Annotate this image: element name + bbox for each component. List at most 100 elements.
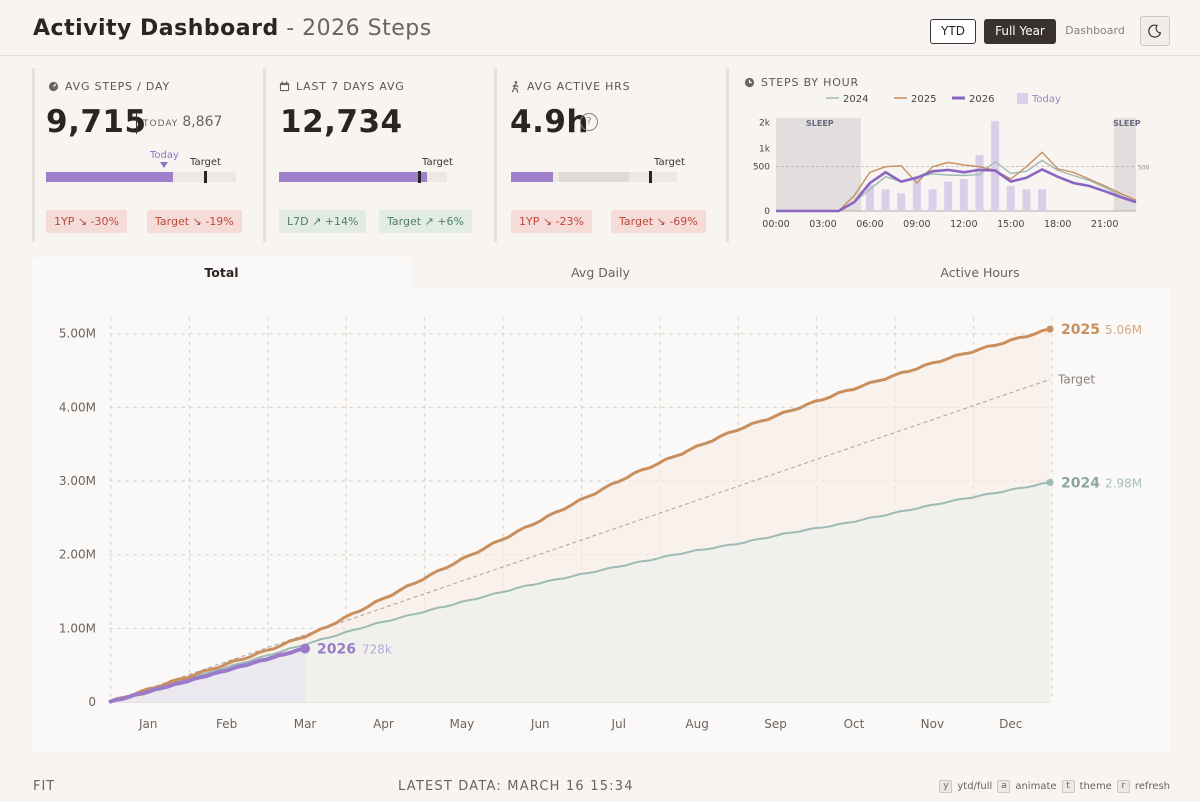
today-bar bbox=[865, 184, 874, 211]
y-tick-label: 0 bbox=[88, 695, 96, 709]
x-tick-label: Aug bbox=[685, 717, 708, 731]
kpi-value: 4.9h bbox=[510, 104, 589, 140]
keyboard-shortcuts: y ytd/full a animate t theme r refresh bbox=[939, 780, 1170, 793]
chart-tabs: Total Avg Daily Active Hours bbox=[32, 257, 1170, 289]
today-bar bbox=[1038, 189, 1047, 211]
progress-fill bbox=[279, 172, 427, 182]
today-label: TODAY bbox=[143, 119, 179, 129]
legend-label: Today bbox=[1031, 94, 1061, 105]
hourly-title: STEPS BY HOUR bbox=[744, 76, 859, 89]
badge-target: Target ↘ -69% bbox=[611, 210, 706, 233]
kpi-card-last7: LAST 7 DAYS AVG 12,734 Target L7D ↗ +14%… bbox=[263, 68, 489, 242]
shortcut-key[interactable]: a bbox=[997, 780, 1011, 793]
shortcut-key[interactable]: r bbox=[1116, 780, 1130, 793]
today-bar bbox=[959, 179, 968, 211]
sleep-band bbox=[1114, 118, 1136, 211]
endpoint-2024 bbox=[1046, 478, 1054, 486]
walking-icon bbox=[511, 80, 519, 93]
tab-active-hours[interactable]: Active Hours bbox=[940, 265, 1020, 280]
target-label: Target bbox=[1057, 372, 1095, 386]
kpi-label: AVG ACTIVE HRS bbox=[510, 80, 630, 93]
progress-fill bbox=[46, 172, 174, 182]
endpoint-2025 bbox=[1046, 325, 1054, 333]
target-marker bbox=[418, 171, 422, 183]
target-marker bbox=[648, 171, 652, 183]
tab-total[interactable]: Total bbox=[32, 257, 411, 289]
theme-toggle-button[interactable] bbox=[1140, 16, 1170, 46]
shortcut-label: refresh bbox=[1134, 781, 1170, 792]
legend-label: 2026 bbox=[969, 94, 994, 105]
x-tick-label: Feb bbox=[216, 717, 237, 731]
shortcut-key[interactable]: t bbox=[1061, 780, 1075, 793]
title-main: Activity Dashboard bbox=[33, 16, 279, 41]
shortcut-label: ytd/full bbox=[957, 781, 993, 792]
x-tick-label: Nov bbox=[921, 717, 944, 731]
title-sub: - 2026 Steps bbox=[278, 16, 432, 41]
header: Activity Dashboard - 2026 Steps YTD Full… bbox=[0, 0, 1200, 56]
x-tick-label: Jun bbox=[530, 717, 550, 731]
today-steps: TODAY 8,867 bbox=[143, 114, 222, 130]
x-tick-label: 09:00 bbox=[903, 219, 930, 230]
badge-target: Target ↘ -19% bbox=[147, 210, 242, 233]
hourly-chart: 2024 2025 2026 Today SLEEP SLEEP 0 500 1k 2k 500 00… bbox=[753, 93, 1150, 230]
today-value: 8,867 bbox=[182, 114, 223, 130]
y-tick-label: 0 bbox=[764, 207, 770, 217]
kpi-card-active-hrs: AVG ACTIVE HRS 4.9h ? Target 1YP ↘ -23% … bbox=[494, 68, 720, 242]
today-bar bbox=[897, 193, 906, 211]
card-divider bbox=[32, 68, 35, 242]
gauge-icon bbox=[48, 81, 59, 92]
shortcut-label: theme bbox=[1079, 781, 1112, 792]
progress-secondary bbox=[559, 172, 629, 182]
series-label-2024: 2024 bbox=[1061, 475, 1100, 491]
today-bar bbox=[1006, 185, 1015, 211]
series-label-2025: 2025 bbox=[1061, 322, 1100, 338]
progress-bar bbox=[46, 171, 236, 183]
steps-by-hour-card: STEPS BY HOUR 2024 2025 2026 Today SLEEP SLEE… bbox=[726, 68, 1170, 242]
x-tick-label: Mar bbox=[294, 717, 317, 731]
x-tick-label: Oct bbox=[844, 717, 865, 731]
kpi-label-text: AVG STEPS / DAY bbox=[65, 80, 171, 93]
series-line-2025 bbox=[108, 327, 1051, 704]
legend-swatch bbox=[1017, 93, 1028, 104]
x-tick-label: Jan bbox=[138, 717, 158, 731]
today-marker bbox=[160, 162, 168, 168]
sleep-label: SLEEP bbox=[1113, 119, 1141, 128]
target-label: Target bbox=[190, 157, 221, 168]
y-tick-label: 3.00M bbox=[59, 474, 96, 488]
progress-fill bbox=[511, 172, 553, 182]
help-icon[interactable]: ? bbox=[580, 113, 598, 131]
legend-label: 2024 bbox=[843, 94, 868, 105]
badge-l7d: L7D ↗ +14% bbox=[279, 210, 367, 233]
today-bar bbox=[975, 154, 984, 211]
shortcut-key[interactable]: y bbox=[939, 780, 953, 793]
x-tick-label: Apr bbox=[373, 717, 394, 731]
kpi-label: AVG STEPS / DAY bbox=[48, 80, 170, 93]
reference-label: 500 bbox=[1138, 165, 1150, 172]
x-tick-label: 21:00 bbox=[1091, 219, 1118, 230]
x-tick-label: 03:00 bbox=[809, 219, 836, 230]
progress-bar bbox=[511, 171, 677, 183]
y-tick-label: 2k bbox=[759, 118, 771, 128]
tab-avg-daily[interactable]: Avg Daily bbox=[571, 265, 630, 280]
kpi-label: LAST 7 DAYS AVG bbox=[279, 80, 405, 93]
series-line-2026 bbox=[108, 646, 306, 704]
footer-source: FIT bbox=[33, 779, 56, 794]
badge-1yp: 1YP ↘ -30% bbox=[46, 210, 127, 233]
separator bbox=[136, 112, 137, 134]
y-tick-label: 500 bbox=[753, 163, 770, 173]
cumulative-steps-chart: 0 1.00M 2.00M 3.00M 4.00M 5.00M Jan Feb Mar Apr Ma… bbox=[59, 317, 1142, 731]
full-year-button[interactable]: Full Year bbox=[984, 19, 1056, 44]
latest-data-timestamp: LATEST DATA: MARCH 16 15:34 bbox=[398, 779, 634, 794]
x-tick-label: May bbox=[449, 717, 474, 731]
clock-icon bbox=[744, 77, 755, 88]
kpi-label-text: LAST 7 DAYS AVG bbox=[296, 80, 405, 93]
ytd-button[interactable]: YTD bbox=[930, 19, 976, 44]
endpoint-2026 bbox=[300, 643, 311, 654]
progress-bar bbox=[279, 171, 447, 183]
today-marker-label: Today bbox=[150, 150, 179, 161]
series-value-2025: 5.06M bbox=[1105, 323, 1142, 337]
target-label: Target bbox=[422, 157, 453, 168]
x-tick-label: Sep bbox=[764, 717, 787, 731]
dashboard-link[interactable]: Dashboard bbox=[1065, 24, 1125, 37]
y-tick-label: 1.00M bbox=[59, 621, 96, 635]
